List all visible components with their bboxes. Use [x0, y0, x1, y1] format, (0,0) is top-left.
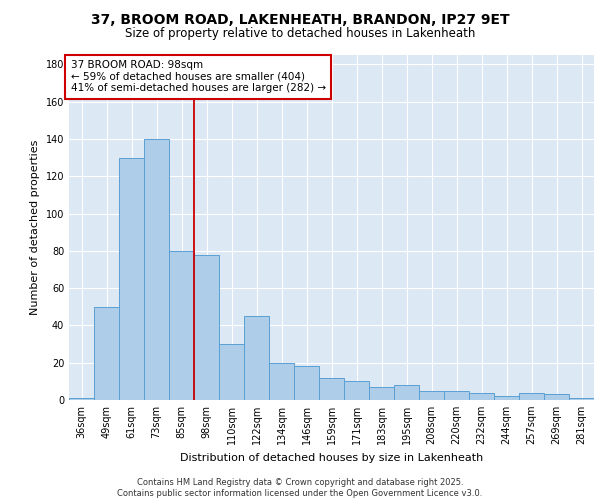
Bar — [444, 390, 469, 400]
Bar — [144, 139, 169, 400]
Y-axis label: Number of detached properties: Number of detached properties — [30, 140, 40, 315]
Bar — [419, 390, 444, 400]
Bar — [169, 251, 194, 400]
Bar — [569, 398, 594, 400]
Bar — [494, 396, 519, 400]
Text: 37 BROOM ROAD: 98sqm
← 59% of detached houses are smaller (404)
41% of semi-deta: 37 BROOM ROAD: 98sqm ← 59% of detached h… — [71, 60, 326, 94]
Bar — [244, 316, 269, 400]
Bar — [119, 158, 144, 400]
Bar — [544, 394, 569, 400]
Bar — [94, 307, 119, 400]
Bar — [394, 385, 419, 400]
Text: Contains HM Land Registry data © Crown copyright and database right 2025.
Contai: Contains HM Land Registry data © Crown c… — [118, 478, 482, 498]
Bar — [469, 392, 494, 400]
Bar — [69, 398, 94, 400]
Bar — [194, 254, 219, 400]
Bar — [294, 366, 319, 400]
X-axis label: Distribution of detached houses by size in Lakenheath: Distribution of detached houses by size … — [180, 452, 483, 462]
Text: 37, BROOM ROAD, LAKENHEATH, BRANDON, IP27 9ET: 37, BROOM ROAD, LAKENHEATH, BRANDON, IP2… — [91, 12, 509, 26]
Bar — [344, 382, 369, 400]
Bar — [319, 378, 344, 400]
Bar — [269, 362, 294, 400]
Bar — [369, 387, 394, 400]
Text: Size of property relative to detached houses in Lakenheath: Size of property relative to detached ho… — [125, 28, 475, 40]
Bar — [519, 392, 544, 400]
Bar — [219, 344, 244, 400]
